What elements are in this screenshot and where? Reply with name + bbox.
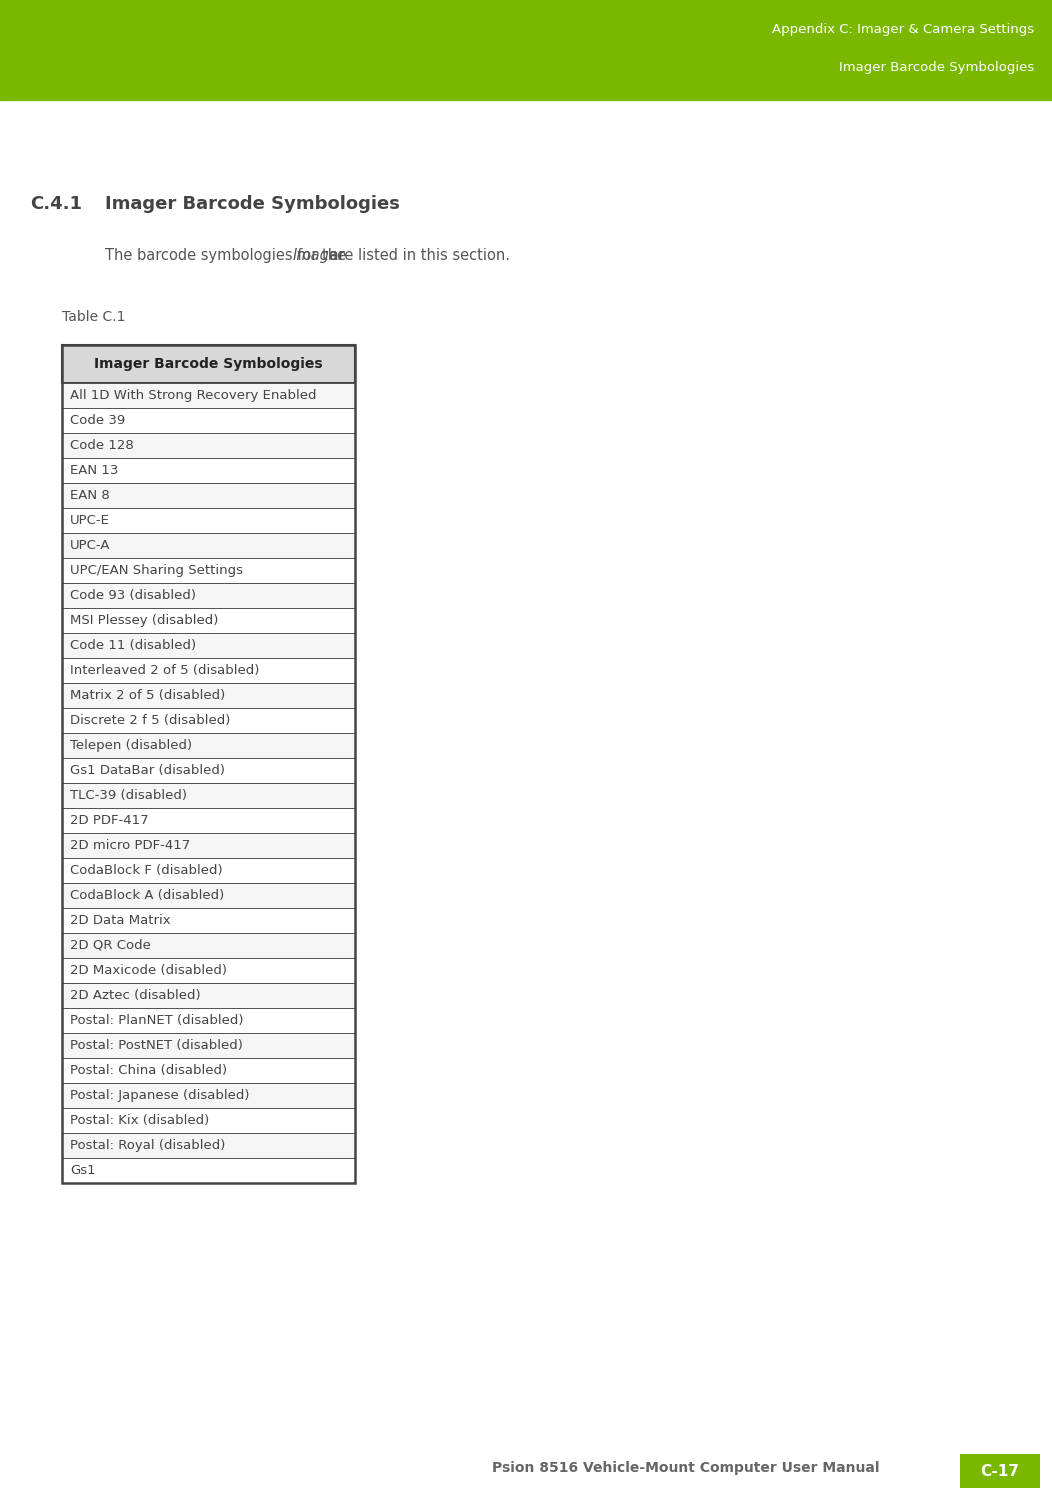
Text: Interleaved 2 of 5 (disabled): Interleaved 2 of 5 (disabled) [70, 663, 260, 677]
Text: Code 93 (disabled): Code 93 (disabled) [70, 588, 196, 602]
Text: UPC-E: UPC-E [70, 513, 109, 527]
Text: Appendix C: Imager & Camera Settings: Appendix C: Imager & Camera Settings [772, 24, 1034, 36]
Bar [62, 908, 355, 934]
Text: Postal: PostNET (disabled): Postal: PostNET (disabled) [70, 1039, 243, 1052]
Text: 2D Maxicode (disabled): 2D Maxicode (disabled) [70, 964, 227, 977]
Text: are listed in this section.: are listed in this section. [325, 248, 510, 263]
Bar [62, 732, 355, 758]
Text: Code 128: Code 128 [70, 438, 134, 452]
Bar [62, 432, 355, 458]
Text: Imager Barcode Symbologies: Imager Barcode Symbologies [95, 357, 323, 371]
Text: C-17: C-17 [980, 1463, 1019, 1478]
Bar [62, 1058, 355, 1084]
Text: 2D Aztec (disabled): 2D Aztec (disabled) [70, 989, 201, 1003]
Bar [62, 1084, 355, 1108]
Bar [62, 934, 355, 958]
Text: 2D QR Code: 2D QR Code [70, 940, 150, 952]
Bar [62, 533, 355, 558]
Bar [62, 383, 355, 408]
Text: Gs1 DataBar (disabled): Gs1 DataBar (disabled) [70, 764, 225, 778]
Text: EAN 8: EAN 8 [70, 489, 109, 501]
Text: MSI Plessey (disabled): MSI Plessey (disabled) [70, 614, 219, 627]
Bar [62, 1133, 355, 1157]
Bar [0, 0, 1052, 101]
Text: Postal: China (disabled): Postal: China (disabled) [70, 1064, 227, 1078]
Text: 2D PDF-417: 2D PDF-417 [70, 814, 148, 827]
Bar [62, 708, 355, 732]
Bar [62, 582, 355, 608]
Bar [62, 483, 355, 507]
Text: The barcode symbologies for the: The barcode symbologies for the [105, 248, 350, 263]
Text: Postal: Kix (disabled): Postal: Kix (disabled) [70, 1114, 209, 1127]
Bar [62, 683, 355, 708]
Text: Imager Barcode Symbologies: Imager Barcode Symbologies [105, 195, 400, 213]
Bar [62, 808, 355, 833]
Bar [62, 458, 355, 483]
Text: UPC-A: UPC-A [70, 539, 110, 552]
Bar [62, 1009, 355, 1033]
Bar [62, 859, 355, 883]
Text: Psion 8516 Vehicle-Mount Computer User Manual: Psion 8516 Vehicle-Mount Computer User M… [492, 1460, 881, 1475]
Text: Telepen (disabled): Telepen (disabled) [70, 738, 193, 752]
Bar [62, 983, 355, 1009]
Text: TLC-39 (disabled): TLC-39 (disabled) [70, 790, 187, 802]
Text: UPC/EAN Sharing Settings: UPC/EAN Sharing Settings [70, 564, 243, 576]
Bar [62, 758, 355, 784]
Bar [960, 1454, 1040, 1487]
Bar [62, 558, 355, 582]
Bar [62, 345, 355, 1183]
Text: EAN 13: EAN 13 [70, 464, 119, 477]
Text: C.4.1: C.4.1 [31, 195, 82, 213]
Text: Imager Barcode Symbologies: Imager Barcode Symbologies [838, 62, 1034, 75]
Bar [62, 657, 355, 683]
Bar [62, 345, 355, 383]
Text: Postal: Royal (disabled): Postal: Royal (disabled) [70, 1139, 225, 1151]
Text: Discrete 2 f 5 (disabled): Discrete 2 f 5 (disabled) [70, 714, 230, 726]
Text: CodaBlock F (disabled): CodaBlock F (disabled) [70, 865, 223, 877]
Bar [62, 958, 355, 983]
Bar [62, 408, 355, 432]
Text: Postal: Japanese (disabled): Postal: Japanese (disabled) [70, 1090, 249, 1102]
Text: All 1D With Strong Recovery Enabled: All 1D With Strong Recovery Enabled [70, 389, 317, 402]
Text: Code 11 (disabled): Code 11 (disabled) [70, 639, 196, 651]
Text: 2D Data Matrix: 2D Data Matrix [70, 914, 170, 928]
Bar [62, 883, 355, 908]
Bar [62, 633, 355, 657]
Text: Matrix 2 of 5 (disabled): Matrix 2 of 5 (disabled) [70, 689, 225, 702]
Text: CodaBlock A (disabled): CodaBlock A (disabled) [70, 889, 224, 902]
Bar [62, 1108, 355, 1133]
Text: Gs1: Gs1 [70, 1163, 96, 1177]
Bar [62, 1033, 355, 1058]
Bar [62, 1157, 355, 1183]
Text: Imager: Imager [292, 248, 344, 263]
Bar [62, 507, 355, 533]
Text: 2D micro PDF-417: 2D micro PDF-417 [70, 839, 190, 853]
Bar [62, 784, 355, 808]
Text: Postal: PlanNET (disabled): Postal: PlanNET (disabled) [70, 1015, 243, 1027]
Text: Table C.1: Table C.1 [62, 311, 125, 324]
Bar [62, 833, 355, 859]
Bar [62, 608, 355, 633]
Text: Code 39: Code 39 [70, 414, 125, 426]
